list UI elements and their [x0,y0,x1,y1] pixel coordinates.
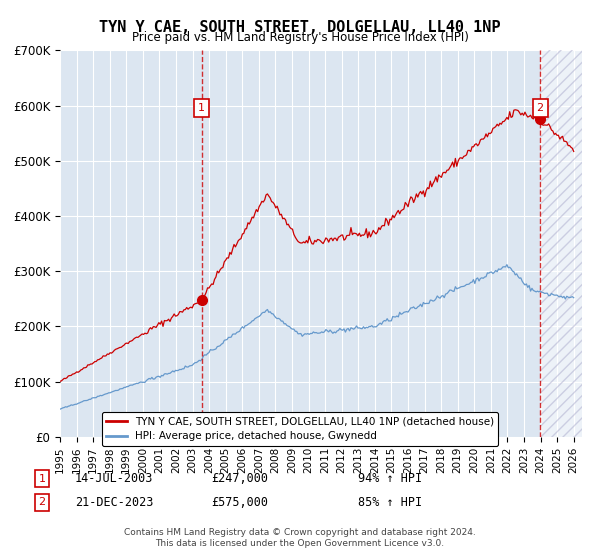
Text: TYN Y CAE, SOUTH STREET, DOLGELLAU, LL40 1NP: TYN Y CAE, SOUTH STREET, DOLGELLAU, LL40… [99,20,501,35]
Text: 2: 2 [38,497,46,507]
Text: 21-DEC-2023: 21-DEC-2023 [75,496,153,509]
Text: 1: 1 [198,104,205,113]
Text: 2: 2 [536,104,544,113]
Legend: TYN Y CAE, SOUTH STREET, DOLGELLAU, LL40 1NP (detached house), HPI: Average pric: TYN Y CAE, SOUTH STREET, DOLGELLAU, LL40… [101,412,499,446]
Text: 94% ↑ HPI: 94% ↑ HPI [358,472,422,486]
Text: Price paid vs. HM Land Registry's House Price Index (HPI): Price paid vs. HM Land Registry's House … [131,31,469,44]
Text: 14-JUL-2003: 14-JUL-2003 [75,472,153,486]
Text: £575,000: £575,000 [212,496,269,509]
Text: £247,000: £247,000 [212,472,269,486]
Text: 1: 1 [38,474,46,484]
Text: 85% ↑ HPI: 85% ↑ HPI [358,496,422,509]
Text: Contains HM Land Registry data © Crown copyright and database right 2024.
This d: Contains HM Land Registry data © Crown c… [124,528,476,548]
